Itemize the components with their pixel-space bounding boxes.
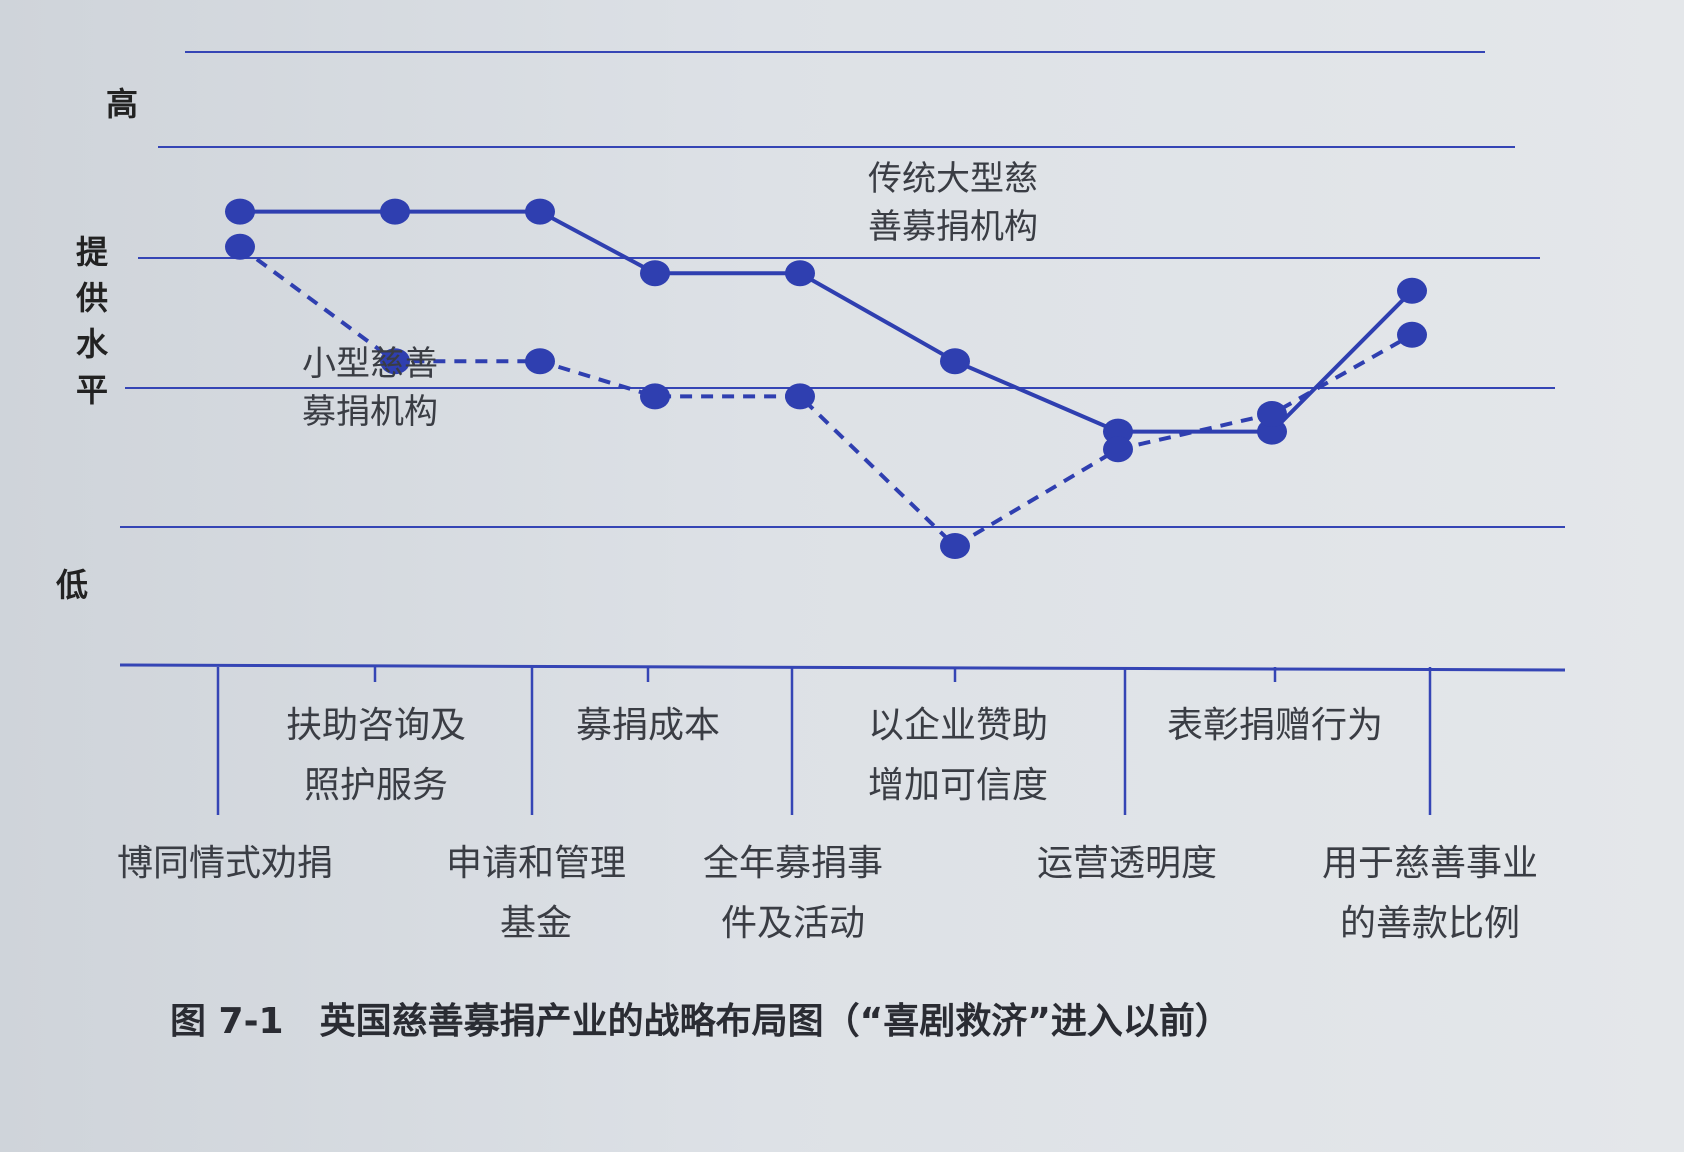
- data-point: [785, 383, 815, 410]
- data-point: [785, 260, 815, 287]
- x-tick-label: 申请和管理: [446, 843, 626, 884]
- series-line-2: [238, 245, 1413, 549]
- x-tick-label: 增加可信度: [868, 765, 1048, 806]
- data-point: [640, 260, 670, 287]
- x-tick-label: 博同情式劝捐: [117, 843, 333, 884]
- x-axis-baseline: [119, 663, 1566, 672]
- x-tick-label: 基金: [500, 903, 572, 944]
- data-point: [525, 348, 555, 375]
- data-point: [1397, 277, 1427, 304]
- data-point: [225, 233, 255, 260]
- series-label: 传统大型慈: [868, 159, 1038, 199]
- x-tick-label: 的善款比例: [1340, 903, 1520, 944]
- data-point: [380, 348, 410, 375]
- series-label: 善募捐机构: [868, 207, 1038, 247]
- series-lines: [225, 198, 1427, 559]
- data-point: [1397, 321, 1427, 348]
- x-tick-label: 用于慈善事业: [1322, 843, 1538, 884]
- x-tick-label: 扶助咨询及: [286, 705, 466, 746]
- x-tick-label: 表彰捐赠行为: [1167, 705, 1383, 746]
- x-tick-label: 募捐成本: [576, 705, 720, 746]
- grid-lines: [120, 51, 1565, 528]
- y-axis-label-char: 供: [76, 279, 108, 317]
- data-point: [940, 348, 970, 375]
- series-label: 募捐机构: [302, 392, 438, 432]
- x-tick-label: 以企业赞助: [868, 705, 1048, 746]
- y-axis-label-char: 提: [76, 233, 109, 271]
- series-label: 小型慈善: [302, 344, 438, 384]
- figure-caption: 图 7-1 英国慈善募捐产业的战略布局图（“喜剧救济”进入以前）: [170, 1001, 1231, 1042]
- x-tick-label: 照护服务: [304, 765, 448, 806]
- x-tick-label: 运营透明度: [1037, 843, 1217, 884]
- data-point: [640, 383, 670, 410]
- y-axis-label-char: 水: [76, 325, 109, 363]
- y-tick-low: 低: [56, 566, 88, 604]
- data-point: [1103, 436, 1133, 463]
- data-point: [525, 198, 555, 225]
- data-point: [225, 198, 255, 225]
- data-point: [940, 533, 970, 559]
- data-point: [380, 198, 410, 225]
- y-tick-high: 高: [106, 85, 138, 123]
- x-tick-label: 全年募捐事: [703, 843, 883, 884]
- y-axis-label-char: 平: [76, 371, 108, 409]
- data-point: [1257, 401, 1287, 427]
- x-tick-label: 件及活动: [721, 903, 865, 944]
